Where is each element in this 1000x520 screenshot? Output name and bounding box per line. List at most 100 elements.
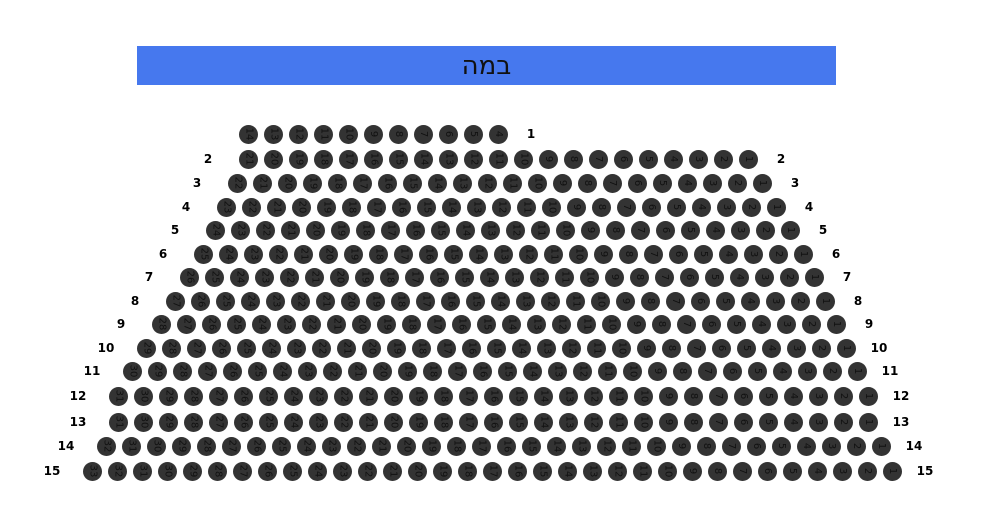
seat-row11-16[interactable]: 16 bbox=[472, 361, 492, 381]
seat-row11-13[interactable]: 13 bbox=[547, 361, 567, 381]
seat-row14-5[interactable]: 5 bbox=[771, 436, 791, 456]
seat-row4-12[interactable]: 12 bbox=[491, 197, 511, 217]
seat-row8-15[interactable]: 15 bbox=[465, 291, 485, 311]
seat-row12-17[interactable]: 17 bbox=[458, 386, 478, 406]
seat-row8-9[interactable]: 9 bbox=[615, 291, 635, 311]
seat-row6-14[interactable]: 14 bbox=[468, 244, 488, 264]
seat-row12-31[interactable]: 31 bbox=[108, 386, 128, 406]
seat-row11-14[interactable]: 14 bbox=[522, 361, 542, 381]
seat-row10-26[interactable]: 26 bbox=[211, 338, 231, 358]
seat-row10-2[interactable]: 2 bbox=[811, 338, 831, 358]
seat-row9-4[interactable]: 4 bbox=[751, 314, 771, 334]
seat-row2-9[interactable]: 9 bbox=[538, 149, 558, 169]
seat-row9-8[interactable]: 8 bbox=[651, 314, 671, 334]
seat-row10-29[interactable]: 29 bbox=[136, 338, 156, 358]
seat-row15-1[interactable]: 1 bbox=[882, 461, 902, 481]
seat-row9-7[interactable]: 7 bbox=[676, 314, 696, 334]
seat-row10-22[interactable]: 22 bbox=[311, 338, 331, 358]
seat-row7-21[interactable]: 21 bbox=[304, 267, 324, 287]
seat-row4-3[interactable]: 3 bbox=[716, 197, 736, 217]
seat-row1-5[interactable]: 5 bbox=[463, 124, 483, 144]
seat-row11-26[interactable]: 26 bbox=[222, 361, 242, 381]
seat-row5-6[interactable]: 6 bbox=[655, 220, 675, 240]
seat-row5-13[interactable]: 13 bbox=[480, 220, 500, 240]
seat-row5-1[interactable]: 1 bbox=[780, 220, 800, 240]
seat-row12-1[interactable]: 1 bbox=[858, 386, 878, 406]
seat-row3-13[interactable]: 13 bbox=[452, 173, 472, 193]
seat-row2-6[interactable]: 6 bbox=[613, 149, 633, 169]
seat-row10-24[interactable]: 24 bbox=[261, 338, 281, 358]
seat-row3-3[interactable]: 3 bbox=[702, 173, 722, 193]
seat-row3-16[interactable]: 16 bbox=[377, 173, 397, 193]
seat-row3-10[interactable]: 10 bbox=[527, 173, 547, 193]
seat-row11-24[interactable]: 24 bbox=[272, 361, 292, 381]
seat-row6-6[interactable]: 6 bbox=[668, 244, 688, 264]
seat-row11-6[interactable]: 6 bbox=[722, 361, 742, 381]
seat-row8-13[interactable]: 13 bbox=[515, 291, 535, 311]
seat-row9-9[interactable]: 9 bbox=[626, 314, 646, 334]
seat-row2-5[interactable]: 5 bbox=[638, 149, 658, 169]
seat-row13-25[interactable]: 25 bbox=[258, 412, 278, 432]
seat-row15-30[interactable]: 30 bbox=[157, 461, 177, 481]
seat-row2-18[interactable]: 18 bbox=[313, 149, 333, 169]
seat-row14-18[interactable]: 18 bbox=[446, 436, 466, 456]
seat-row1-8[interactable]: 8 bbox=[388, 124, 408, 144]
seat-row7-16[interactable]: 16 bbox=[429, 267, 449, 287]
seat-row1-10[interactable]: 10 bbox=[338, 124, 358, 144]
seat-row7-18[interactable]: 18 bbox=[379, 267, 399, 287]
seat-row8-27[interactable]: 27 bbox=[165, 291, 185, 311]
seat-row12-3[interactable]: 3 bbox=[808, 386, 828, 406]
seat-row13-29[interactable]: 29 bbox=[158, 412, 178, 432]
seat-row5-15[interactable]: 15 bbox=[430, 220, 450, 240]
seat-row8-19[interactable]: 19 bbox=[365, 291, 385, 311]
seat-row14-28[interactable]: 28 bbox=[196, 436, 216, 456]
seat-row5-22[interactable]: 22 bbox=[255, 220, 275, 240]
seat-row9-16[interactable]: 16 bbox=[451, 314, 471, 334]
seat-row15-32[interactable]: 32 bbox=[107, 461, 127, 481]
seat-row15-16[interactable]: 16 bbox=[507, 461, 527, 481]
seat-row1-13[interactable]: 13 bbox=[263, 124, 283, 144]
seat-row14-19[interactable]: 19 bbox=[421, 436, 441, 456]
seat-row9-12[interactable]: 12 bbox=[551, 314, 571, 334]
seat-row7-25[interactable]: 25 bbox=[204, 267, 224, 287]
seat-row5-8[interactable]: 8 bbox=[605, 220, 625, 240]
seat-row7-8[interactable]: 8 bbox=[629, 267, 649, 287]
seat-row13-12[interactable]: 12 bbox=[583, 412, 603, 432]
seat-row14-11[interactable]: 11 bbox=[621, 436, 641, 456]
seat-row12-5[interactable]: 5 bbox=[758, 386, 778, 406]
seat-row15-22[interactable]: 22 bbox=[357, 461, 377, 481]
seat-row2-7[interactable]: 7 bbox=[588, 149, 608, 169]
seat-row12-19[interactable]: 19 bbox=[408, 386, 428, 406]
seat-row6-15[interactable]: 15 bbox=[443, 244, 463, 264]
seat-row2-1[interactable]: 1 bbox=[738, 149, 758, 169]
seat-row6-5[interactable]: 5 bbox=[693, 244, 713, 264]
seat-row4-21[interactable]: 21 bbox=[266, 197, 286, 217]
seat-row12-29[interactable]: 29 bbox=[158, 386, 178, 406]
seat-row11-9[interactable]: 9 bbox=[647, 361, 667, 381]
seat-row14-16[interactable]: 16 bbox=[496, 436, 516, 456]
seat-row4-7[interactable]: 7 bbox=[616, 197, 636, 217]
seat-row3-21[interactable]: 21 bbox=[252, 173, 272, 193]
seat-row3-17[interactable]: 17 bbox=[352, 173, 372, 193]
seat-row6-16[interactable]: 16 bbox=[418, 244, 438, 264]
seat-row15-18[interactable]: 18 bbox=[457, 461, 477, 481]
seat-row8-8[interactable]: 8 bbox=[640, 291, 660, 311]
seat-row14-32[interactable]: 32 bbox=[96, 436, 116, 456]
seat-row13-13[interactable]: 13 bbox=[558, 412, 578, 432]
seat-row14-15[interactable]: 15 bbox=[521, 436, 541, 456]
seat-row8-20[interactable]: 20 bbox=[340, 291, 360, 311]
seat-row4-19[interactable]: 19 bbox=[316, 197, 336, 217]
seat-row12-4[interactable]: 4 bbox=[783, 386, 803, 406]
seat-row7-13[interactable]: 13 bbox=[504, 267, 524, 287]
seat-row15-29[interactable]: 29 bbox=[182, 461, 202, 481]
seat-row11-7[interactable]: 7 bbox=[697, 361, 717, 381]
seat-row12-27[interactable]: 27 bbox=[208, 386, 228, 406]
seat-row11-4[interactable]: 4 bbox=[772, 361, 792, 381]
seat-row5-18[interactable]: 18 bbox=[355, 220, 375, 240]
seat-row11-17[interactable]: 17 bbox=[447, 361, 467, 381]
seat-row3-11[interactable]: 11 bbox=[502, 173, 522, 193]
seat-row9-15[interactable]: 15 bbox=[476, 314, 496, 334]
seat-row11-11[interactable]: 11 bbox=[597, 361, 617, 381]
seat-row13-21[interactable]: 21 bbox=[358, 412, 378, 432]
seat-row5-3[interactable]: 3 bbox=[730, 220, 750, 240]
